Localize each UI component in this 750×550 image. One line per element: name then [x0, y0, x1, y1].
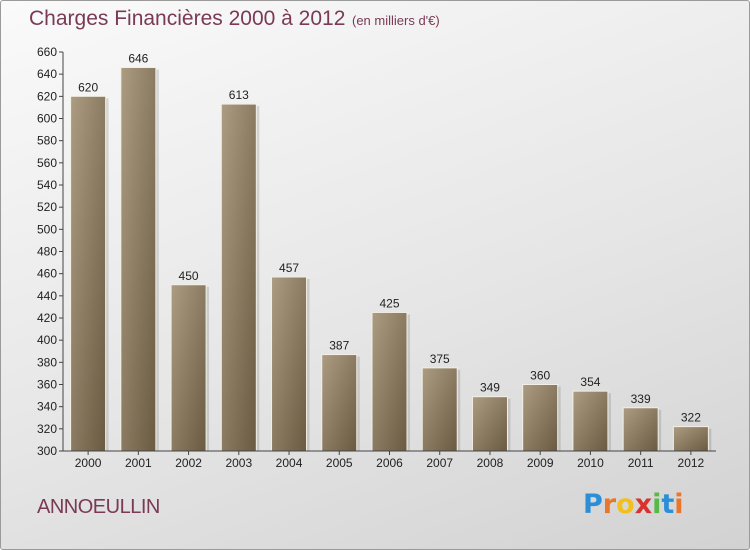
x-tick-label: 2011	[628, 456, 654, 470]
x-tick-label: 2003	[225, 456, 252, 470]
logo-letter: t	[661, 489, 675, 520]
bar-value-label: 349	[480, 381, 500, 395]
bar	[70, 95, 107, 452]
bar	[170, 284, 207, 452]
x-tick-label: 2001	[125, 456, 152, 470]
commune-name: ANNOEULLIN	[37, 496, 160, 518]
bar	[622, 407, 659, 452]
y-tick-label: 640	[37, 67, 57, 81]
y-tick-label: 520	[37, 200, 57, 214]
y-tick-label: 580	[37, 134, 57, 148]
bar-value-label: 450	[179, 269, 199, 283]
x-tick-label: 2002	[175, 456, 202, 470]
logo-letter: r	[602, 489, 617, 520]
chart-title: Charges Financières 2000 à 2012	[29, 7, 346, 30]
y-tick-label: 420	[37, 311, 57, 325]
x-tick-label: 2012	[678, 456, 705, 470]
bar-value-label: 457	[279, 261, 299, 275]
bar	[572, 390, 609, 452]
y-tick-label: 340	[37, 400, 57, 414]
bar-value-label: 354	[580, 375, 600, 389]
x-tick-label: 2010	[577, 456, 604, 470]
x-tick-label: 2009	[527, 456, 554, 470]
x-tick-label: 2004	[276, 456, 303, 470]
bar	[371, 311, 408, 452]
y-tick-label: 320	[37, 422, 57, 436]
y-tick-label: 540	[37, 178, 57, 192]
logo-letter: x	[634, 489, 653, 520]
bar	[471, 396, 508, 452]
x-tick-label: 2008	[477, 456, 504, 470]
y-tick-label: 380	[37, 355, 57, 369]
proxiti-logo: Proxiti	[583, 489, 684, 520]
bar-value-label: 322	[681, 411, 701, 425]
bar	[421, 367, 458, 452]
logo-letter: i	[674, 489, 684, 520]
bar	[120, 67, 157, 452]
bar-value-label: 360	[530, 369, 550, 383]
bar-value-label: 425	[379, 296, 399, 310]
y-tick-label: 620	[37, 89, 57, 103]
y-tick-label: 560	[37, 156, 57, 170]
y-tick-label: 460	[37, 267, 57, 281]
bar-value-label: 613	[229, 88, 249, 102]
bar-value-label: 646	[128, 52, 148, 66]
y-tick-label: 400	[37, 333, 57, 347]
y-tick-label: 440	[37, 289, 57, 303]
bar	[321, 354, 358, 452]
logo-letter: o	[616, 489, 635, 520]
logo-letter: P	[583, 489, 603, 520]
x-tick-label: 2006	[376, 456, 403, 470]
y-tick-label: 500	[37, 222, 57, 236]
bar	[271, 276, 308, 452]
y-tick-label: 600	[37, 112, 57, 126]
x-tick-label: 2000	[75, 456, 102, 470]
bar	[522, 384, 559, 452]
bar-value-label: 620	[78, 80, 98, 94]
chart-subtitle: (en milliers d'€)	[352, 13, 440, 28]
x-tick-label: 2007	[426, 456, 453, 470]
bar-value-label: 387	[329, 339, 349, 353]
bar-value-label: 339	[631, 392, 651, 406]
y-tick-label: 360	[37, 378, 57, 392]
bar-value-label: 375	[430, 352, 450, 366]
y-tick-label: 300	[37, 444, 57, 458]
bar	[672, 426, 709, 452]
x-tick-label: 2005	[326, 456, 353, 470]
y-tick-label: 480	[37, 245, 57, 259]
logo-letter: i	[652, 489, 662, 520]
bar	[220, 103, 257, 452]
y-tick-label: 660	[37, 45, 57, 59]
